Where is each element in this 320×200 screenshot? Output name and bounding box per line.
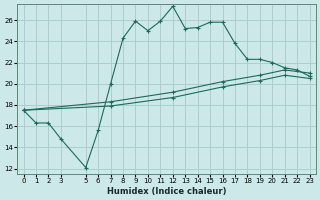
X-axis label: Humidex (Indice chaleur): Humidex (Indice chaleur)	[107, 187, 226, 196]
